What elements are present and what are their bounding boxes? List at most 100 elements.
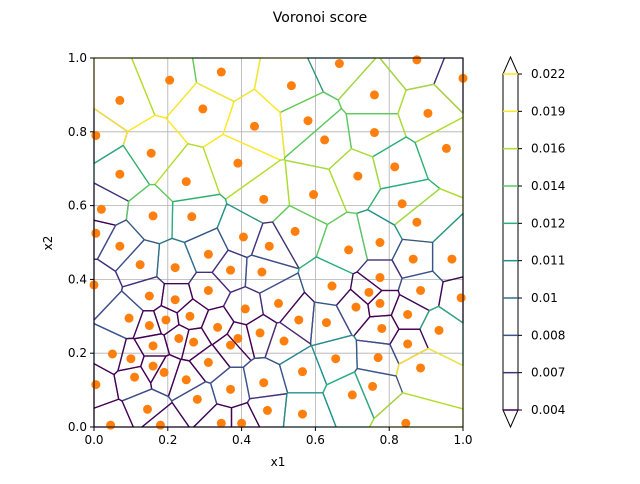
sample-point bbox=[115, 169, 125, 179]
sample-point bbox=[297, 367, 307, 377]
sample-point bbox=[174, 333, 184, 343]
sample-point bbox=[344, 245, 354, 255]
sample-point bbox=[250, 121, 260, 131]
colorbar-tick-label: 0.016 bbox=[531, 142, 565, 156]
sample-point bbox=[189, 337, 199, 347]
sample-point bbox=[364, 287, 374, 297]
sample-point bbox=[203, 249, 213, 259]
y-tick-label: 1.0 bbox=[68, 51, 87, 65]
sample-point bbox=[148, 361, 158, 371]
sample-point bbox=[390, 162, 400, 172]
colorbar-tick-label: 0.022 bbox=[531, 67, 565, 81]
x-axis: 0.0 0.2 0.4 0.6 0.8 1.0 bbox=[84, 427, 473, 447]
x-tick-label: 0.0 bbox=[84, 433, 103, 447]
colorbar-tick-label: 0.004 bbox=[531, 403, 565, 417]
chart-title: Voronoi score bbox=[273, 10, 367, 26]
sample-point bbox=[262, 405, 272, 415]
sample-point bbox=[144, 321, 154, 331]
sample-point bbox=[377, 323, 387, 333]
sample-point bbox=[124, 313, 134, 323]
sample-point bbox=[91, 130, 101, 140]
sample-point bbox=[456, 293, 466, 303]
sample-point bbox=[238, 232, 248, 242]
sample-point bbox=[226, 340, 236, 350]
sample-point bbox=[226, 384, 236, 394]
sample-point bbox=[294, 315, 304, 325]
sample-point bbox=[255, 328, 265, 338]
sample-point bbox=[441, 143, 451, 153]
y-axis: 0.0 0.2 0.4 0.6 0.8 1.0 bbox=[68, 51, 94, 434]
y-tick-label: 0.8 bbox=[68, 125, 87, 139]
sample-point bbox=[148, 341, 158, 351]
sample-point bbox=[237, 418, 247, 428]
colorbar-tick-label: 0.011 bbox=[531, 254, 565, 268]
sample-point bbox=[397, 199, 407, 209]
colorbar-tick-label: 0.012 bbox=[531, 216, 565, 230]
sample-point bbox=[274, 298, 283, 308]
sample-point bbox=[369, 90, 379, 100]
sample-point bbox=[233, 333, 243, 343]
sample-point bbox=[192, 394, 202, 404]
sample-point bbox=[170, 263, 180, 273]
plot-background bbox=[94, 58, 463, 427]
sample-point bbox=[203, 285, 213, 295]
colorbar-extend-min bbox=[502, 409, 519, 429]
sample-point bbox=[403, 309, 413, 319]
sample-point bbox=[353, 171, 363, 181]
sample-point bbox=[159, 367, 169, 377]
sample-point bbox=[416, 285, 426, 295]
sample-point bbox=[434, 325, 444, 335]
colorbar: 0.004 0.007 0.008 0.01 0.011 0.012 0.014 0.016 0… bbox=[502, 55, 565, 429]
sample-point bbox=[401, 418, 411, 428]
sample-point bbox=[91, 380, 101, 390]
sample-point bbox=[115, 95, 125, 105]
colorbar-tick-label: 0.014 bbox=[531, 179, 565, 193]
sample-point bbox=[161, 315, 171, 325]
sample-point bbox=[148, 211, 158, 221]
sample-point bbox=[115, 241, 125, 251]
plot-frame bbox=[93, 57, 464, 428]
sample-point bbox=[347, 390, 357, 400]
sample-point bbox=[423, 108, 433, 118]
colorbar-tick-label: 0.008 bbox=[531, 328, 565, 342]
sample-point bbox=[259, 194, 269, 204]
colorbar-tick-label: 0.007 bbox=[531, 366, 565, 380]
sample-point bbox=[309, 190, 319, 200]
sample-point bbox=[181, 177, 191, 187]
sample-point bbox=[185, 311, 195, 321]
colorbar-tick-label: 0.019 bbox=[531, 104, 565, 118]
sample-point bbox=[334, 59, 344, 69]
sample-points bbox=[89, 55, 468, 430]
sample-point bbox=[321, 318, 331, 328]
sample-point bbox=[373, 353, 383, 363]
sample-point bbox=[213, 322, 223, 332]
colorbar-frame bbox=[502, 73, 519, 411]
sample-point bbox=[203, 357, 213, 367]
x-tick-label: 0.8 bbox=[380, 433, 399, 447]
sample-point bbox=[155, 420, 165, 430]
sample-point bbox=[412, 217, 422, 227]
sample-point bbox=[403, 339, 413, 349]
x-tick-label: 1.0 bbox=[453, 433, 472, 447]
sample-point bbox=[216, 67, 226, 77]
sample-point bbox=[368, 381, 378, 391]
y-tick-label: 0.0 bbox=[68, 420, 87, 434]
colorbar-extend-max bbox=[502, 55, 519, 75]
sample-point bbox=[416, 363, 426, 373]
sample-point bbox=[320, 135, 330, 145]
sample-point bbox=[447, 254, 457, 264]
sample-point bbox=[290, 226, 300, 236]
sample-point bbox=[187, 212, 197, 222]
sample-point bbox=[181, 375, 191, 385]
sample-point bbox=[96, 204, 106, 214]
sample-point bbox=[327, 281, 337, 291]
y-axis-label: x2 bbox=[41, 236, 55, 251]
sample-point bbox=[226, 265, 236, 275]
x-tick-label: 0.2 bbox=[158, 433, 177, 447]
sample-point bbox=[375, 298, 385, 308]
sample-point bbox=[130, 372, 140, 382]
sample-point bbox=[107, 349, 117, 359]
sample-point bbox=[286, 81, 296, 91]
sample-point bbox=[303, 116, 313, 126]
